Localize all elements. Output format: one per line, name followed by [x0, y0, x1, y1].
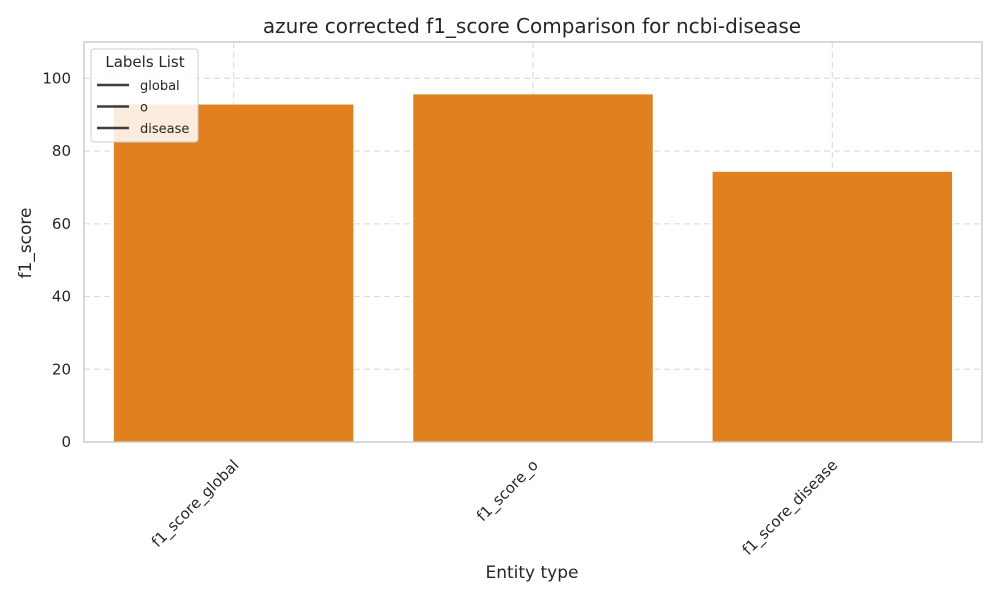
x-axis-ticks: f1_score_global f1_score_o f1_score_diseas… — [148, 456, 842, 559]
bar-f1_score_disease — [712, 171, 953, 442]
plot-frame — [83, 41, 983, 443]
y-axis-label: f1_score — [16, 208, 36, 279]
x-axis-label: Entity type — [485, 563, 578, 583]
bar-f1_score_global — [113, 104, 354, 442]
bar-f1_score_o — [413, 94, 653, 442]
legend-entry: o — [140, 101, 148, 116]
chart-title: azure corrected f1_score Comparison for … — [263, 14, 801, 38]
x-tick-label: f1_score_o — [473, 456, 543, 526]
legend-entry: disease — [140, 122, 189, 137]
legend-entry: global — [140, 79, 180, 94]
y-axis-ticks: 0 20 40 60 80 100 — [42, 69, 71, 451]
y-tick-label: 20 — [52, 360, 71, 378]
x-tick-label: f1_score_disease — [739, 456, 842, 559]
legend: Labels List global o disease — [90, 48, 199, 143]
y-tick-label: 0 — [61, 433, 71, 451]
y-tick-label: 80 — [52, 142, 71, 160]
y-tick-label: 40 — [52, 288, 71, 306]
legend-title: Labels List — [105, 53, 184, 71]
y-tick-label: 100 — [42, 69, 71, 87]
legend-entries: global o disease — [97, 79, 189, 137]
x-tick-label: f1_score_global — [148, 456, 243, 551]
bars — [113, 94, 953, 442]
y-tick-label: 60 — [52, 215, 71, 233]
legend-box — [90, 48, 199, 143]
